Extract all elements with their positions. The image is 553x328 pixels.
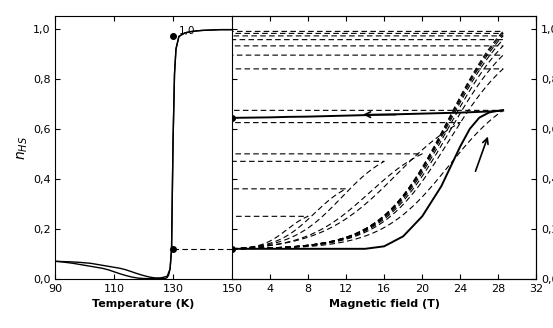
- X-axis label: Magnetic field (T): Magnetic field (T): [328, 299, 440, 309]
- Text: 1,0: 1,0: [179, 26, 195, 36]
- Y-axis label: $n_{HS}$: $n_{HS}$: [15, 135, 30, 160]
- X-axis label: Temperature (K): Temperature (K): [92, 299, 195, 309]
